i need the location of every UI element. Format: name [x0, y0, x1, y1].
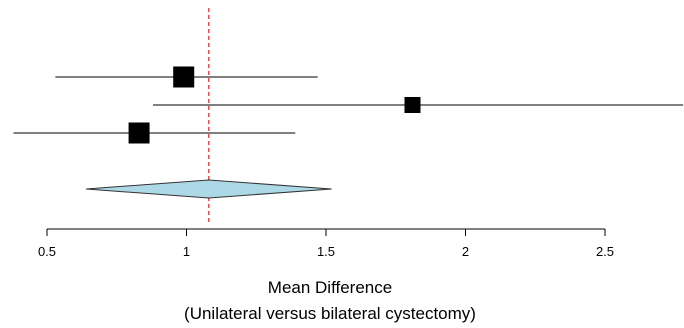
study-point-1 — [173, 66, 195, 88]
pooled-diamond — [86, 179, 332, 199]
x-tick-label-2: 1 — [183, 244, 190, 259]
x-tick-label-5: 2.5 — [596, 244, 614, 259]
x-tick-label-4: 2 — [462, 244, 469, 259]
x-axis-title-line2: (Unilateral versus bilateral cystectomy) — [184, 304, 476, 323]
x-axis: 0.5 1 1.5 2 2.5 — [38, 228, 614, 259]
study-point-2 — [404, 97, 421, 113]
plot-area — [13, 8, 684, 222]
x-axis-title-line1: Mean Difference — [268, 278, 392, 297]
x-tick-label-1: 0.5 — [38, 244, 56, 259]
x-tick-label-3: 1.5 — [317, 244, 335, 259]
study-point-3 — [128, 122, 150, 144]
